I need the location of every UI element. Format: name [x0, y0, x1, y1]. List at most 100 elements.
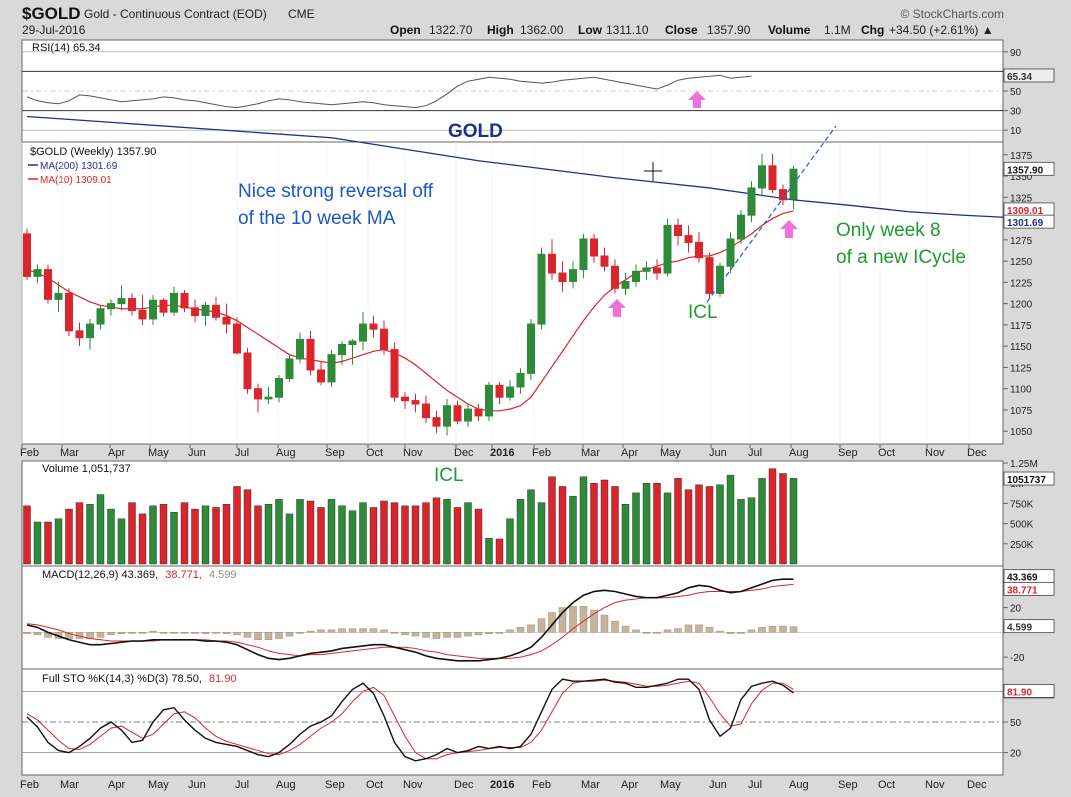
volume-bar	[317, 507, 325, 565]
macd-histogram-bar	[485, 632, 493, 634]
macd-histogram-bar	[695, 624, 703, 633]
up-arrow-icon-july	[780, 220, 798, 238]
macd-histogram-bar	[684, 624, 693, 633]
price-tick-label: 1375	[1010, 151, 1033, 162]
macd-histogram-bar	[611, 620, 619, 633]
date-label: 29-Jul-2016	[22, 23, 86, 37]
macd-histogram-bar	[716, 630, 724, 633]
candle-body	[653, 267, 661, 274]
macd-layer	[23, 578, 798, 662]
macd-histogram-bar	[422, 632, 430, 638]
month-label-bottom: Apr	[621, 779, 638, 791]
candle-body	[621, 281, 630, 289]
candle-body	[516, 372, 525, 388]
price-ma200-value-label: 1301.69	[1007, 218, 1044, 229]
gold-title-annotation: GOLD	[448, 121, 503, 142]
month-label-price: Jun	[188, 447, 206, 459]
macd-histogram-bar	[663, 629, 672, 633]
volume-bar	[632, 492, 640, 565]
volume-bar	[296, 499, 304, 565]
month-label-price: Jun	[709, 447, 727, 459]
macd-hist-value-label: 4.599	[1007, 623, 1032, 634]
month-label-price: Apr	[108, 447, 125, 459]
candle-body	[464, 408, 472, 422]
description-label: Gold - Continuous Contract (EOD)	[84, 7, 267, 21]
price-candle	[747, 181, 756, 222]
volume-bar	[264, 504, 273, 565]
macd-histogram-bar	[380, 629, 388, 633]
macd-signal-line	[26, 583, 794, 659]
volume-bar	[159, 504, 168, 565]
price-candle	[537, 247, 546, 330]
volume-bar	[86, 504, 94, 565]
candle-body	[254, 388, 262, 400]
month-label-bottom: Dec	[454, 779, 474, 791]
month-label-price: Oct	[878, 447, 895, 459]
price-candle	[117, 284, 126, 311]
candle-body	[527, 323, 535, 374]
price-candle	[191, 299, 199, 323]
volume-bar	[33, 521, 42, 565]
month-label-bottom: Sep	[838, 779, 858, 791]
price-candle	[663, 218, 672, 277]
price-candle	[726, 232, 735, 274]
price-candle	[306, 330, 315, 376]
macd-histogram-bar	[600, 614, 609, 633]
macd-histogram-bar	[317, 629, 325, 633]
volume-bar	[411, 505, 420, 565]
rsi-tick-label: 50	[1010, 87, 1022, 98]
macd-histogram-bar	[737, 632, 745, 634]
uptrend-line	[706, 125, 837, 303]
price-candle	[275, 375, 283, 403]
price-candle	[75, 322, 84, 347]
candle-body	[411, 400, 420, 405]
macd-title-main: MACD(12,26,9) 43.369,	[42, 569, 158, 581]
price-ma10-value-label: 1309.01	[1007, 206, 1044, 217]
price-candle	[464, 404, 472, 427]
volume-bar	[516, 499, 525, 565]
price-candle	[558, 261, 567, 292]
candle-body	[611, 265, 619, 289]
month-label-bottom: Jul	[235, 779, 249, 791]
candle-body	[264, 396, 273, 400]
rsi-line	[26, 74, 752, 109]
high-value: 1362.00	[520, 23, 564, 37]
macd-histogram-bar	[506, 629, 514, 633]
volume-bar	[201, 505, 210, 565]
candle-body	[243, 352, 252, 390]
volume-bar	[149, 505, 157, 565]
price-candle	[390, 342, 399, 402]
candle-body	[422, 403, 430, 419]
month-label-price: Aug	[276, 447, 296, 459]
month-label-bottom: Jun	[188, 779, 206, 791]
macd-histogram-bar	[653, 632, 661, 634]
month-label-price: Sep	[325, 447, 345, 459]
macd-histogram-bar	[254, 632, 262, 641]
price-candle	[180, 290, 189, 313]
month-label-price: Sep	[838, 447, 858, 459]
month-label-price: Apr	[621, 447, 638, 459]
volume-bar	[243, 489, 252, 565]
macd-tick-label: -20	[1010, 653, 1025, 664]
month-label-price: Jul	[235, 447, 249, 459]
month-label-price: Mar	[60, 447, 79, 459]
macd-histogram-bar	[138, 632, 147, 634]
price-candle	[285, 354, 294, 382]
price-candle	[411, 393, 420, 413]
price-candle	[495, 381, 504, 405]
rsi-tick-label: 30	[1010, 107, 1022, 118]
volume-bar	[128, 502, 136, 565]
open-value: 1322.70	[429, 23, 473, 37]
price-candle	[705, 252, 714, 299]
macd-histogram-bar	[432, 632, 441, 639]
macd-tick-label: 20	[1010, 604, 1022, 615]
volume-bar	[705, 486, 714, 565]
volume-bar	[54, 518, 63, 565]
macd-histogram-bar	[558, 607, 567, 633]
month-label-price: Jul	[748, 447, 762, 459]
chg-value: +34.50 (+2.61%) ▲	[889, 23, 994, 37]
price-candle	[401, 392, 409, 410]
volume-value-tag	[1003, 471, 1055, 486]
volume-bar	[674, 478, 682, 565]
